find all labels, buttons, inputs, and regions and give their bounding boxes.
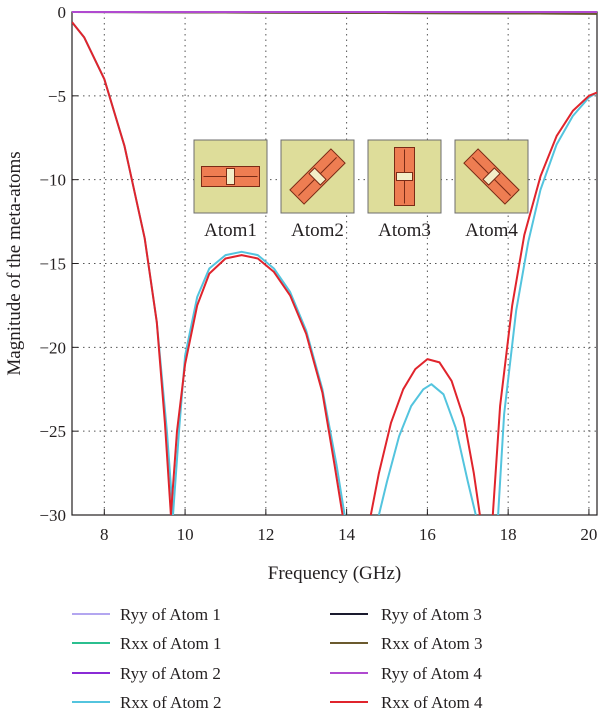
atom-inset-2: Atom2 (280, 139, 355, 241)
legend-entry-ryy-of-atom-1: Ryy of Atom 1 (72, 605, 221, 624)
y-tick-label: −30 (39, 506, 66, 525)
legend-label: Rxx of Atom 1 (120, 634, 222, 653)
legend-entry-rxx-of-atom-2: Rxx of Atom 2 (72, 693, 222, 712)
atom-inset-3: Atom3 (367, 139, 442, 241)
legend-label: Ryy of Atom 3 (381, 605, 482, 624)
legend-entry-rxx-of-atom-1: Rxx of Atom 1 (72, 634, 222, 653)
atom-label: Atom3 (378, 220, 431, 241)
atom-label: Atom2 (291, 220, 344, 241)
legend-entry-rxx-of-atom-3: Rxx of Atom 3 (330, 634, 483, 653)
x-tick-label: 20 (580, 525, 597, 544)
x-tick-label: 8 (100, 525, 109, 544)
x-tick-label: 12 (257, 525, 274, 544)
y-axis-label: Magnitude of the meta-atoms (4, 151, 25, 375)
legend-label: Rxx of Atom 4 (381, 693, 483, 712)
x-axis-label: Frequency (GHz) (268, 563, 401, 584)
atom-gap (482, 167, 501, 186)
atom-shape (394, 147, 415, 206)
axes: 8 10 12 14 16 18 20 0 −5 −10 −15 −20 −25 −30 Frequency… (4, 3, 598, 584)
legend-entry-ryy-of-atom-3: Ryy of Atom 3 (330, 605, 482, 624)
atom-box (280, 139, 355, 214)
y-tick-label: −25 (39, 422, 66, 441)
y-tick-label: −15 (39, 255, 66, 274)
legend-entry-ryy-of-atom-4: Ryy of Atom 4 (330, 664, 482, 683)
atom-gap (396, 172, 413, 181)
atom-label: Atom4 (465, 220, 518, 241)
legend-label: Ryy of Atom 4 (381, 664, 482, 683)
atom-inset-1: Atom1 (193, 139, 268, 241)
x-tick-label: 10 (177, 525, 194, 544)
x-tick-label: 18 (500, 525, 517, 544)
y-tick-label: −10 (39, 171, 66, 190)
series-line-rxx-of-atom-4 (72, 21, 597, 515)
legend-label: Ryy of Atom 2 (120, 664, 221, 683)
atom-gap (226, 168, 235, 185)
legend-label: Rxx of Atom 3 (381, 634, 483, 653)
y-tick-label: 0 (58, 3, 67, 22)
atom-inset-4: Atom4 (454, 139, 529, 241)
atom-shape (289, 148, 346, 205)
atom-shape (201, 166, 260, 187)
grid (72, 12, 597, 515)
legend-label: Rxx of Atom 2 (120, 693, 222, 712)
y-tick-label: −5 (48, 87, 66, 106)
atom-shape (463, 148, 520, 205)
y-tick-label: −20 (39, 338, 66, 357)
x-tick-label: 16 (419, 525, 436, 544)
legend-label: Ryy of Atom 1 (120, 605, 221, 624)
legend: Ryy of Atom 1 Rxx of Atom 1 Ryy of Atom 2 R… (72, 605, 483, 712)
atom-gap (308, 167, 327, 186)
series-lines (72, 11, 597, 515)
legend-entry-rxx-of-atom-4: Rxx of Atom 4 (330, 693, 483, 712)
atom-insets: Atom1 Atom2 Atom3 Atom4 (193, 139, 529, 241)
legend-entry-ryy-of-atom-2: Ryy of Atom 2 (72, 664, 221, 683)
x-tick-label: 14 (338, 525, 356, 544)
atom-label: Atom1 (204, 220, 257, 241)
